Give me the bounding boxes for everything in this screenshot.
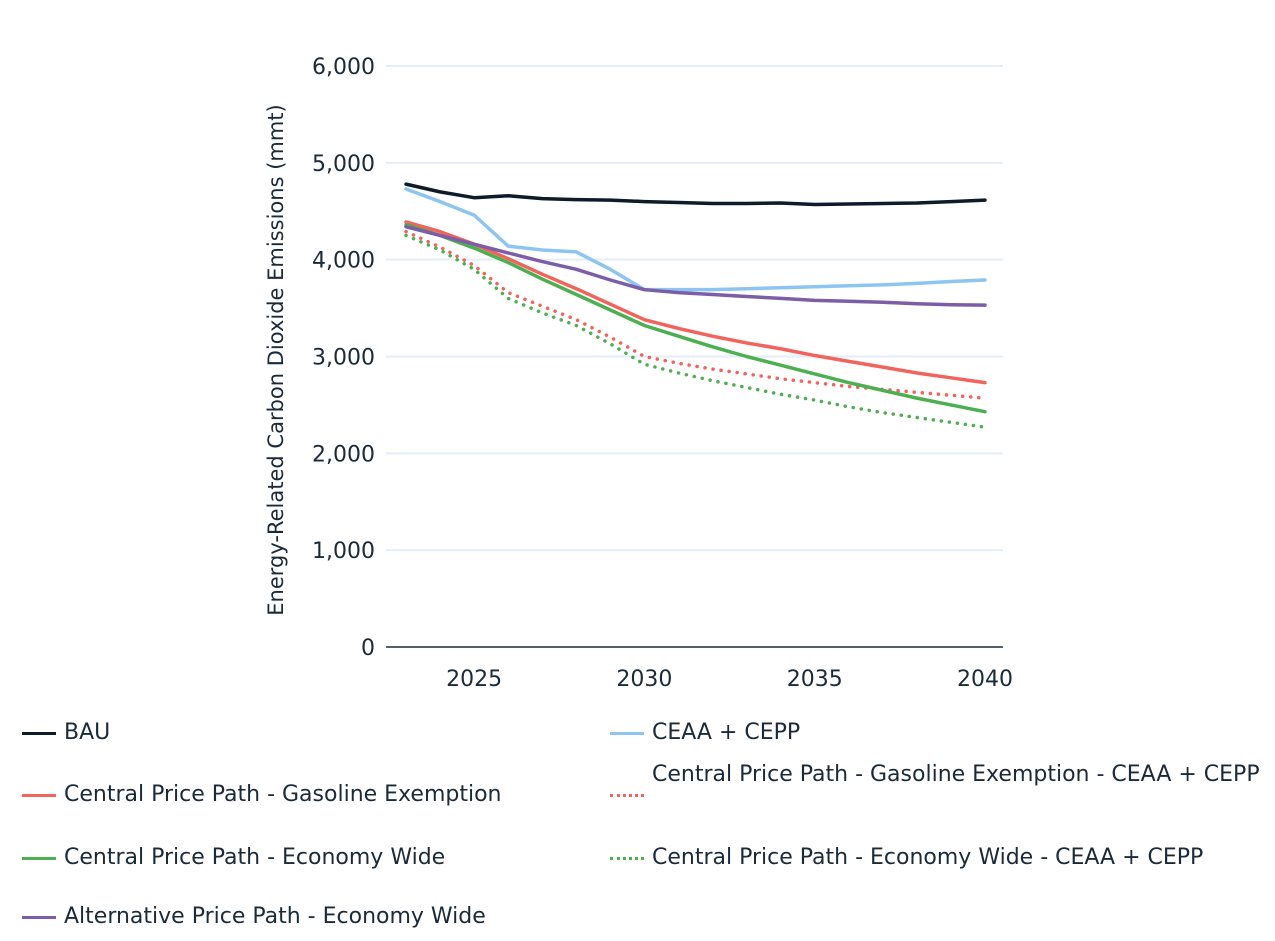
y-tick-label: 4,000 <box>312 249 375 274</box>
legend-swatch <box>610 857 644 860</box>
gridlines <box>386 65 1003 552</box>
legend-item: Central Price Path - Gasoline Exemption … <box>610 755 1262 797</box>
series-line-central-price-path-economy-wide-ceaa-cepp <box>404 233 987 429</box>
legend-item: Central Price Path - Gasoline Exemption <box>22 775 624 815</box>
y-tick-label: 6,000 <box>312 55 375 80</box>
series-line-alternative-price-path-economy-wide <box>404 224 987 307</box>
legend-swatch <box>22 732 56 735</box>
y-tick-label: 1,000 <box>312 539 375 564</box>
series-line-central-price-path-economy-wide <box>404 223 987 414</box>
legend-label: Central Price Path - Gasoline Exemption … <box>652 762 1260 787</box>
legend-item: Central Price Path - Economy Wide - CEAA… <box>610 838 1262 878</box>
legend-label: Central Price Path - Economy Wide - CEAA… <box>652 845 1204 870</box>
x-tick-label: 2025 <box>446 667 502 692</box>
legend-swatch <box>22 794 56 797</box>
y-tick-label: 5,000 <box>312 152 375 177</box>
x-tick-label: 2030 <box>616 667 672 692</box>
legend-item: CEAA + CEPP <box>610 713 1262 753</box>
legend-swatch <box>610 794 644 797</box>
x-tick-label: 2040 <box>957 667 1013 692</box>
legend-swatch <box>610 732 644 735</box>
series-lines <box>404 182 987 429</box>
series-line-central-price-path-gasoline-exemption <box>404 220 987 385</box>
legend-label: CEAA + CEPP <box>652 720 801 745</box>
x-tick-label: 2035 <box>787 667 843 692</box>
y-axis-ticks: 0 1,000 2,000 3,000 4,000 5,000 6,000 <box>312 55 375 661</box>
legend-label: Alternative Price Path - Economy Wide <box>64 904 486 929</box>
emissions-line-chart: 0 1,000 2,000 3,000 4,000 5,000 6,000 2025 2030… <box>264 55 1013 692</box>
legend-swatch <box>22 916 56 919</box>
legend-label: Central Price Path - Gasoline Exemption <box>64 782 502 807</box>
series-line-bau <box>404 182 987 207</box>
legend-item: Central Price Path - Economy Wide <box>22 838 624 878</box>
y-axis-label: Energy-Related Carbon Dioxide Emissions … <box>264 104 288 615</box>
y-tick-label: 0 <box>361 636 375 661</box>
legend-label: Central Price Path - Economy Wide <box>64 845 446 870</box>
x-axis-ticks: 2025 2030 2035 2040 <box>446 667 1013 692</box>
legend-label: BAU <box>64 720 111 745</box>
y-tick-label: 3,000 <box>312 346 375 371</box>
y-tick-label: 2,000 <box>312 442 375 467</box>
legend-swatch <box>22 857 56 860</box>
series-line-ceaa-cepp <box>404 187 987 292</box>
legend-item: BAU <box>22 713 624 753</box>
legend-item: Alternative Price Path - Economy Wide <box>22 897 624 937</box>
